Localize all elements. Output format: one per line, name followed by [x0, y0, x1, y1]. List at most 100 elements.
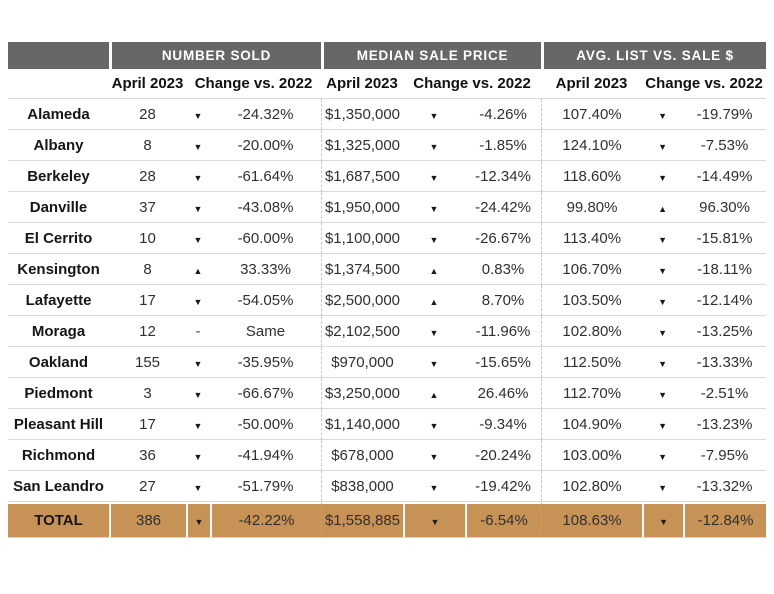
- city-cell: Piedmont: [8, 378, 109, 409]
- trend-down-icon: ▼: [658, 234, 667, 245]
- group-median-sale-price: MEDIAN SALE PRICE: [321, 42, 542, 69]
- sold-value-cell: 386: [109, 502, 186, 538]
- sold-change-cell: -61.64%: [210, 161, 321, 192]
- price-change-cell: -1.85%: [465, 130, 542, 161]
- sold-value-cell: 17: [109, 285, 186, 316]
- trend-cell: ▼: [403, 409, 465, 440]
- trend-cell: ▼: [186, 440, 210, 471]
- sold-value-cell: 155: [109, 347, 186, 378]
- trend-cell: ▲: [642, 192, 684, 223]
- city-cell: Pleasant Hill: [8, 409, 109, 440]
- ratio-change-cell: -14.49%: [683, 161, 767, 192]
- table-row: Moraga 12- Same $2,102,500 ▼ -11.96% 102.80% ▼ -…: [8, 316, 767, 347]
- ratio-value-cell: 103.00%: [541, 440, 643, 471]
- trend-cell: ▼: [642, 316, 684, 347]
- price-change-cell: -4.26%: [465, 99, 542, 130]
- trend-cell: ▼: [186, 99, 210, 130]
- trend-cell: ▼: [642, 254, 684, 285]
- trend-flat-icon: -: [195, 322, 201, 340]
- trend-cell: ▼: [642, 161, 684, 192]
- trend-down-icon: ▼: [659, 517, 668, 527]
- table-row: Lafayette 17 ▼ -54.05% $2,500,000 ▲ 8.70% 103.5…: [8, 285, 767, 316]
- price-value-cell: $2,500,000: [321, 285, 403, 316]
- trend-up-icon: ▲: [429, 296, 439, 307]
- trend-cell: ▼: [403, 440, 465, 471]
- table-row: Alameda 28 ▼ -24.32% $1,350,000 ▼ -4.26% 107.40…: [8, 99, 767, 130]
- sold-change-cell: -20.00%: [210, 130, 321, 161]
- sold-value-cell: 10: [109, 223, 186, 254]
- ratio-change-cell: -12.84%: [683, 502, 767, 538]
- trend-cell: ▲: [403, 254, 465, 285]
- sold-change-cell: -60.00%: [210, 223, 321, 254]
- price-change-cell: -26.67%: [465, 223, 542, 254]
- trend-cell: ▼: [642, 223, 684, 254]
- sold-value-cell: 12: [109, 316, 186, 347]
- trend-down-icon: ▼: [193, 172, 203, 183]
- price-change-cell: -12.34%: [465, 161, 542, 192]
- city-cell: Richmond: [8, 440, 109, 471]
- trend-down-icon: ▼: [193, 141, 203, 152]
- subheader-empty: [8, 69, 109, 99]
- ratio-value-cell: 118.60%: [541, 161, 643, 192]
- table-row: Berkeley 28 ▼ -61.64% $1,687,500 ▼ -12.34% 118.…: [8, 161, 767, 192]
- trend-cell: ▼: [403, 347, 465, 378]
- trend-cell: ▼: [403, 192, 465, 223]
- trend-down-icon: ▼: [429, 141, 439, 152]
- ratio-value-cell: 108.63%: [541, 502, 643, 538]
- price-value-cell: $1,558,885: [321, 502, 403, 538]
- trend-cell: ▼: [642, 99, 684, 130]
- subheader-ratio-change: Change vs. 2022: [642, 69, 767, 99]
- trend-down-icon: ▼: [429, 203, 439, 214]
- trend-cell: ▼: [403, 316, 465, 347]
- group-avg-list-vs-sale: AVG. LIST VS. SALE $: [541, 42, 767, 69]
- trend-cell: ▼: [403, 471, 465, 502]
- trend-down-icon: ▼: [429, 358, 439, 369]
- trend-cell: -: [186, 316, 210, 347]
- ratio-value-cell: 103.50%: [541, 285, 643, 316]
- price-value-cell: $1,374,500: [321, 254, 403, 285]
- trend-down-icon: ▼: [194, 517, 204, 527]
- sold-change-cell: 33.33%: [210, 254, 321, 285]
- trend-down-icon: ▼: [658, 482, 667, 493]
- ratio-change-cell: 96.30%: [683, 192, 767, 223]
- sold-change-cell: -41.94%: [210, 440, 321, 471]
- trend-cell: ▼: [186, 347, 210, 378]
- table-row: San Leandro 27 ▼ -51.79% $838,000 ▼ -19.42% 102…: [8, 471, 767, 502]
- trend-up-icon: ▲: [429, 265, 439, 276]
- trend-cell: ▼: [186, 130, 210, 161]
- price-value-cell: $3,250,000: [321, 378, 403, 409]
- ratio-change-cell: -2.51%: [683, 378, 767, 409]
- trend-down-icon: ▼: [193, 482, 203, 493]
- price-value-cell: $678,000: [321, 440, 403, 471]
- subheader-row: April 2023 Change vs. 2022 April 2023 Ch…: [8, 69, 767, 99]
- sold-value-cell: 8: [109, 130, 186, 161]
- trend-down-icon: ▼: [658, 265, 667, 276]
- city-cell: Alameda: [8, 99, 109, 130]
- trend-cell: ▼: [186, 378, 210, 409]
- trend-down-icon: ▼: [658, 389, 667, 400]
- trend-down-icon: ▼: [193, 420, 203, 431]
- ratio-value-cell: 124.10%: [541, 130, 643, 161]
- sold-value-cell: 3: [109, 378, 186, 409]
- sold-value-cell: 8: [109, 254, 186, 285]
- trend-down-icon: ▼: [429, 482, 439, 493]
- price-change-cell: -20.24%: [465, 440, 542, 471]
- city-cell: El Cerrito: [8, 223, 109, 254]
- trend-down-icon: ▼: [658, 327, 667, 338]
- trend-down-icon: ▼: [193, 451, 203, 462]
- table-row: Danville 37 ▼ -43.08% $1,950,000 ▼ -24.42% 99.8…: [8, 192, 767, 223]
- table-row: El Cerrito 10 ▼ -60.00% $1,100,000 ▼ -26.67% 11…: [8, 223, 767, 254]
- trend-down-icon: ▼: [658, 172, 667, 183]
- trend-cell: ▼: [642, 347, 684, 378]
- trend-down-icon: ▼: [658, 451, 667, 462]
- ratio-value-cell: 106.70%: [541, 254, 643, 285]
- ratio-value-cell: 112.50%: [541, 347, 643, 378]
- table-body: Alameda 28 ▼ -24.32% $1,350,000 ▼ -4.26% 107.40…: [8, 99, 767, 538]
- ratio-change-cell: -13.23%: [683, 409, 767, 440]
- price-change-cell: -9.34%: [465, 409, 542, 440]
- price-change-cell: -24.42%: [465, 192, 542, 223]
- sold-value-cell: 17: [109, 409, 186, 440]
- market-stats-table: NUMBER SOLD MEDIAN SALE PRICE AVG. LIST …: [8, 42, 767, 538]
- sold-change-cell: -43.08%: [210, 192, 321, 223]
- price-value-cell: $2,102,500: [321, 316, 403, 347]
